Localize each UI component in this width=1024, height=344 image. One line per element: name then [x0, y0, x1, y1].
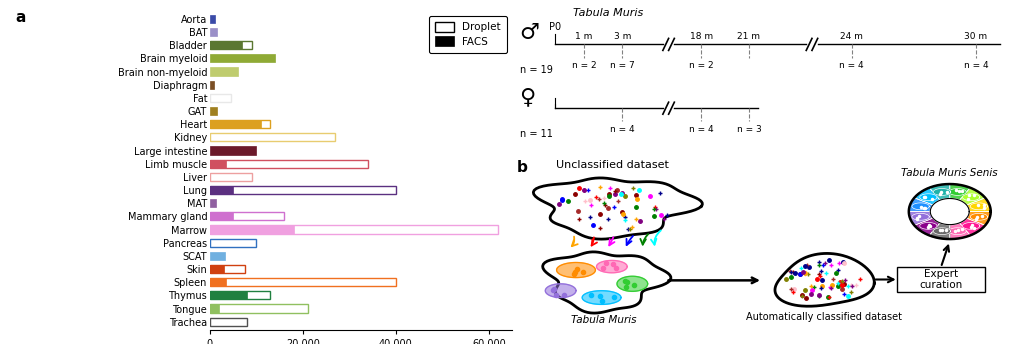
Bar	[210, 173, 252, 181]
Bar	[210, 291, 270, 299]
Polygon shape	[949, 228, 967, 235]
Text: n = 2: n = 2	[571, 61, 596, 70]
Polygon shape	[920, 194, 937, 201]
Bar	[210, 80, 214, 89]
Bar	[210, 94, 230, 102]
Bar	[210, 225, 294, 234]
Polygon shape	[963, 223, 980, 229]
Polygon shape	[959, 218, 985, 235]
Bar	[210, 120, 270, 128]
Bar	[210, 225, 498, 234]
Bar	[210, 160, 368, 168]
Text: ♂: ♂	[519, 23, 540, 43]
Bar	[210, 67, 238, 76]
Bar	[210, 186, 233, 194]
Bar	[210, 265, 224, 273]
Polygon shape	[775, 254, 874, 306]
Bar	[210, 107, 217, 115]
Polygon shape	[971, 213, 987, 220]
Polygon shape	[583, 291, 621, 304]
Polygon shape	[930, 223, 950, 239]
Text: 18 m: 18 m	[689, 32, 713, 41]
Bar	[210, 199, 216, 207]
Legend: Droplet, FACS: Droplet, FACS	[429, 15, 507, 53]
Text: a: a	[15, 10, 26, 25]
Bar	[210, 133, 336, 141]
Text: 1 m: 1 m	[575, 32, 593, 41]
Polygon shape	[967, 198, 991, 212]
Polygon shape	[909, 198, 933, 212]
Bar	[210, 265, 245, 273]
Text: P0: P0	[549, 22, 561, 32]
Polygon shape	[534, 178, 702, 239]
Text: 21 m: 21 m	[737, 32, 761, 41]
Text: n = 4: n = 4	[964, 61, 988, 70]
Text: n = 4: n = 4	[610, 125, 635, 134]
Polygon shape	[963, 194, 980, 201]
Text: Unclassified dataset: Unclassified dataset	[555, 160, 669, 170]
Polygon shape	[914, 218, 940, 235]
Polygon shape	[950, 184, 971, 200]
Polygon shape	[597, 260, 627, 273]
FancyBboxPatch shape	[897, 267, 985, 292]
Polygon shape	[920, 223, 937, 229]
Polygon shape	[933, 228, 950, 235]
Bar	[210, 252, 225, 260]
Bar	[210, 278, 226, 286]
Polygon shape	[971, 203, 987, 210]
Text: 3 m: 3 m	[613, 32, 631, 41]
Text: Tabula Muris Senis: Tabula Muris Senis	[901, 168, 998, 178]
Bar	[210, 239, 256, 247]
Text: 30 m: 30 m	[965, 32, 987, 41]
Text: n = 4: n = 4	[689, 125, 714, 134]
Bar	[210, 54, 275, 63]
Text: b: b	[517, 160, 528, 175]
Text: n = 2: n = 2	[689, 61, 714, 70]
Text: ♀: ♀	[519, 87, 536, 107]
Bar	[210, 291, 247, 299]
Polygon shape	[546, 284, 575, 298]
Bar	[210, 15, 215, 23]
Polygon shape	[967, 212, 991, 225]
Text: n = 19: n = 19	[519, 65, 552, 75]
Bar	[210, 186, 396, 194]
Text: 24 m: 24 m	[840, 32, 863, 41]
Polygon shape	[909, 212, 933, 225]
Bar	[210, 41, 252, 49]
Polygon shape	[912, 203, 930, 210]
Polygon shape	[617, 276, 648, 291]
Bar	[210, 278, 396, 286]
Polygon shape	[543, 252, 671, 313]
Bar	[210, 212, 285, 221]
Text: Tabula Muris: Tabula Muris	[571, 315, 637, 325]
Polygon shape	[930, 184, 950, 200]
Polygon shape	[931, 198, 970, 225]
Polygon shape	[959, 188, 985, 205]
Text: n = 11: n = 11	[519, 129, 552, 139]
Polygon shape	[933, 189, 950, 195]
Bar	[210, 41, 243, 49]
Bar	[210, 212, 233, 221]
Bar	[210, 318, 247, 326]
Bar	[210, 120, 261, 128]
Text: n = 4: n = 4	[840, 61, 864, 70]
Polygon shape	[914, 188, 940, 205]
Text: n = 3: n = 3	[736, 125, 761, 134]
Bar	[210, 304, 307, 313]
Text: Expert
curation: Expert curation	[920, 269, 963, 290]
Polygon shape	[557, 262, 596, 278]
Bar	[210, 160, 226, 168]
Text: Automatically classified dataset: Automatically classified dataset	[746, 312, 902, 322]
Bar	[210, 147, 256, 154]
Text: n = 7: n = 7	[610, 61, 635, 70]
Polygon shape	[950, 223, 971, 239]
Polygon shape	[912, 213, 930, 220]
Polygon shape	[949, 189, 967, 195]
Bar	[210, 304, 219, 313]
Bar	[210, 28, 217, 36]
Text: Tabula Muris: Tabula Muris	[572, 8, 643, 18]
